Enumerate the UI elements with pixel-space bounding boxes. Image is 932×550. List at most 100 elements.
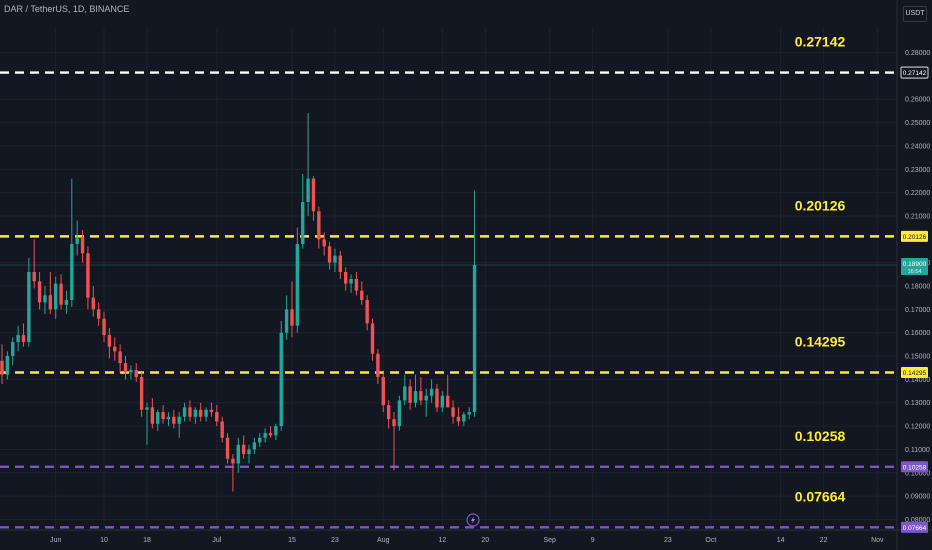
candle-body <box>376 353 380 378</box>
candle-body <box>365 300 369 324</box>
currency-button[interactable]: USDT <box>903 6 927 22</box>
candle-body <box>451 407 455 417</box>
candle-body <box>220 421 224 438</box>
candle-body <box>27 271 31 343</box>
candle-body <box>247 449 251 455</box>
price-tick-label: 0.24000 <box>905 143 930 150</box>
level-axis-label: 0.27142 <box>903 70 927 77</box>
candle-body <box>215 412 219 422</box>
candle-body <box>413 391 418 403</box>
candle-body <box>456 416 461 422</box>
price-tick-label: 0.12000 <box>905 424 930 431</box>
candle-body <box>145 407 149 410</box>
level-axis-tag <box>901 521 928 533</box>
candle-body <box>295 243 300 326</box>
candle-body <box>360 290 364 301</box>
candle-body <box>123 363 128 373</box>
candle-body <box>284 309 289 333</box>
price-tick-label: 0.22000 <box>905 190 930 197</box>
candle-body <box>370 323 375 354</box>
candle-body <box>113 346 117 352</box>
time-tick-label: 23 <box>664 537 672 544</box>
candle-body <box>268 433 273 436</box>
candle-body <box>177 416 181 424</box>
level-axis-tag <box>901 461 928 473</box>
candle-body <box>241 444 246 455</box>
price-tick-label: 0.17000 <box>905 307 930 314</box>
candle-body <box>424 395 428 401</box>
candle-body <box>279 332 283 427</box>
candle-body <box>91 297 95 310</box>
price-tick-label: 0.10000 <box>905 470 930 477</box>
candle-body <box>429 388 434 396</box>
candle-body <box>462 414 466 422</box>
symbol-header: DAR / TetherUS, 1D, BINANCE <box>4 4 130 14</box>
candle-body <box>80 236 85 254</box>
candle-body <box>37 281 42 303</box>
candle-body <box>86 253 90 298</box>
candle-body <box>172 416 176 424</box>
candle-body <box>161 412 165 420</box>
time-tick-label: 14 <box>777 537 785 544</box>
time-tick-label: 20 <box>481 537 489 544</box>
candle-body <box>150 407 155 424</box>
level-label: 0.14295 <box>795 334 846 350</box>
level-label: 0.07664 <box>795 488 846 504</box>
candles <box>0 113 477 492</box>
candle-body <box>225 437 230 459</box>
candle-body <box>43 295 47 303</box>
candle-body <box>274 426 278 436</box>
candle-body <box>301 201 305 244</box>
level-axis-label: 0.20126 <box>903 234 927 241</box>
candle-body <box>70 243 74 301</box>
candle-body <box>102 318 106 336</box>
candle-body <box>134 370 138 378</box>
price-tick-label: 0.26000 <box>905 97 930 104</box>
time-tick-label: 9 <box>591 537 595 544</box>
candle-body <box>397 400 402 427</box>
candle-body <box>0 360 4 375</box>
candle-body <box>435 388 439 408</box>
candle-body <box>472 264 477 413</box>
price-tick-label: 0.08000 <box>905 517 930 524</box>
candle-body <box>392 419 396 427</box>
candle-body <box>354 279 359 291</box>
candle-body <box>343 271 348 284</box>
candle-body <box>129 370 133 373</box>
candle-body <box>156 412 160 424</box>
time-tick-label: 18 <box>143 537 151 544</box>
candle-body <box>408 386 412 403</box>
candle-body <box>96 309 101 319</box>
time-tick-label: 22 <box>820 537 828 544</box>
level-label: 0.27142 <box>795 34 846 50</box>
price-tick-label: 0.25000 <box>905 120 930 127</box>
candle-body <box>446 395 450 408</box>
price-tick-label: 0.21000 <box>905 213 930 220</box>
candle-body <box>236 444 240 464</box>
candle-body <box>419 391 423 401</box>
price-tick-label: 0.13000 <box>905 400 930 407</box>
last-price-tag <box>901 257 928 275</box>
lightning-icon[interactable] <box>466 513 480 527</box>
candle-body <box>338 255 343 272</box>
candle-body <box>21 335 26 343</box>
candle-body <box>118 351 122 364</box>
bar-countdown-label: 16:54 <box>908 269 922 275</box>
time-tick-label: Sep <box>544 537 557 544</box>
time-tick-label: Oct <box>705 537 716 544</box>
candle-body <box>209 409 214 413</box>
candle-body <box>32 271 36 282</box>
candle-body <box>59 283 63 305</box>
time-tick-label: 15 <box>288 537 296 544</box>
time-tick-label: 10 <box>100 537 108 544</box>
price-tick-label: 0.16000 <box>905 330 930 337</box>
price-tick-label: 0.09000 <box>905 494 930 501</box>
candle-body <box>107 335 112 347</box>
candle-body <box>75 236 79 244</box>
candle-body <box>182 407 187 417</box>
candle-body <box>333 255 337 263</box>
candle-body <box>306 178 310 202</box>
price-tick-label: 0.14000 <box>905 377 930 384</box>
